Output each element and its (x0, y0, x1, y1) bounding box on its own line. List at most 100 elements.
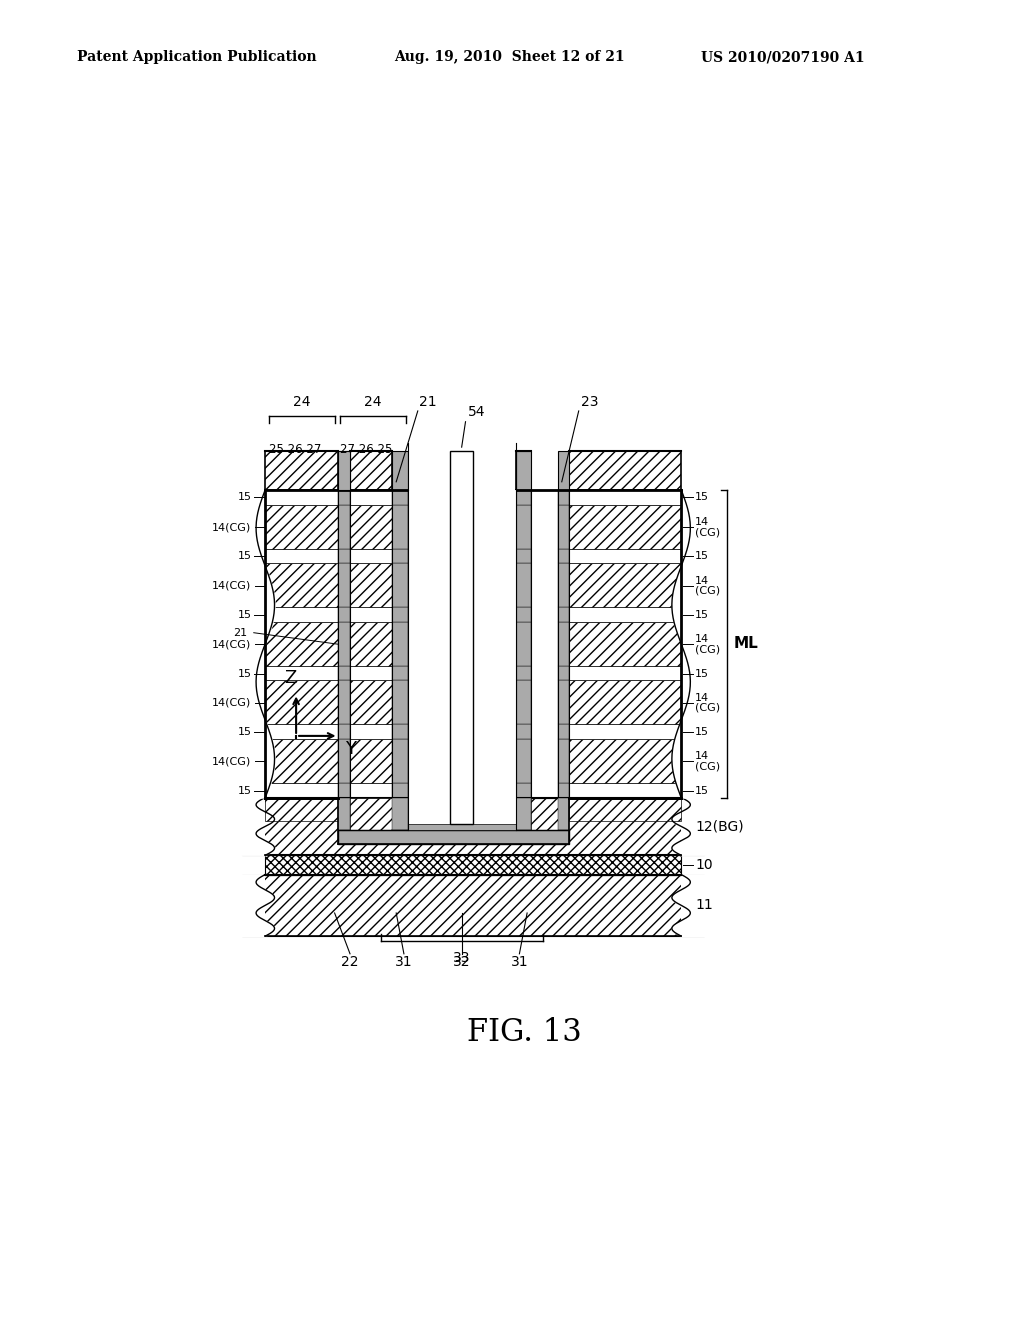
Bar (339, 622, 350, 665)
Bar (558, 725, 569, 739)
Bar (515, 490, 531, 506)
Bar (515, 725, 531, 739)
Text: 15: 15 (238, 492, 252, 502)
Bar (515, 739, 531, 783)
Bar (392, 797, 408, 830)
Bar (265, 506, 339, 549)
Bar (558, 622, 569, 665)
Bar (392, 681, 408, 725)
Text: 14
(CG): 14 (CG) (695, 517, 720, 537)
Bar (265, 855, 681, 875)
Bar (515, 549, 531, 564)
Bar (569, 506, 681, 549)
Text: 15: 15 (695, 492, 709, 502)
Bar (339, 783, 350, 797)
Bar (339, 506, 350, 549)
Bar (408, 824, 515, 830)
Text: 15: 15 (238, 610, 252, 620)
Text: 21: 21 (233, 628, 248, 638)
Bar (350, 607, 392, 622)
Bar (515, 797, 531, 830)
Bar (569, 451, 681, 490)
Bar (515, 451, 531, 490)
Bar (515, 451, 531, 490)
Text: 15: 15 (238, 668, 252, 678)
Bar (515, 564, 531, 607)
Text: 31: 31 (395, 956, 413, 969)
Bar (265, 725, 339, 739)
Text: US 2010/0207190 A1: US 2010/0207190 A1 (701, 50, 865, 65)
Bar (558, 665, 569, 681)
Bar (569, 739, 681, 783)
Bar (350, 506, 392, 549)
Bar (515, 490, 531, 506)
Bar (558, 783, 569, 797)
Bar (558, 681, 569, 725)
Bar (569, 607, 681, 622)
Text: 24: 24 (365, 395, 382, 409)
Bar (339, 607, 350, 622)
Bar (265, 607, 339, 622)
Bar (569, 665, 681, 681)
Bar (515, 665, 531, 681)
Bar (350, 797, 392, 830)
Bar (515, 607, 531, 622)
Bar (350, 665, 392, 681)
Bar (392, 725, 408, 739)
Text: 21: 21 (419, 395, 437, 409)
Bar (558, 490, 569, 506)
Bar (265, 783, 339, 797)
Bar (569, 725, 681, 739)
Bar (515, 564, 531, 607)
Text: 11: 11 (695, 899, 713, 912)
Bar (339, 797, 350, 830)
Bar (408, 490, 515, 830)
Text: 24: 24 (293, 395, 310, 409)
Bar (569, 797, 681, 821)
Text: ML: ML (733, 636, 758, 651)
Bar (339, 451, 350, 490)
Bar (681, 874, 836, 936)
Bar (265, 665, 339, 681)
Bar (265, 549, 339, 564)
Text: 54: 54 (468, 405, 485, 418)
Bar (515, 725, 531, 739)
Bar (392, 549, 408, 564)
Text: 15: 15 (695, 668, 709, 678)
Text: 14
(CG): 14 (CG) (695, 751, 720, 771)
Bar (392, 622, 408, 665)
Bar (339, 681, 350, 725)
Bar (558, 564, 569, 607)
Text: Y: Y (345, 739, 355, 758)
Text: 12(BG): 12(BG) (695, 820, 743, 834)
Bar (339, 549, 350, 564)
Bar (265, 797, 339, 821)
Bar (558, 506, 569, 549)
Bar (515, 622, 531, 665)
Text: 15: 15 (238, 727, 252, 737)
Bar (569, 549, 681, 564)
Bar (339, 739, 350, 783)
Bar (558, 451, 569, 490)
Bar (515, 665, 531, 681)
Bar (681, 797, 836, 855)
Text: 15: 15 (695, 610, 709, 620)
Bar (350, 681, 392, 725)
Text: 10: 10 (695, 858, 713, 873)
Bar (339, 564, 350, 607)
Bar (515, 797, 531, 830)
Text: Z: Z (284, 669, 296, 688)
Bar (392, 451, 408, 490)
Bar (243, 797, 705, 855)
Bar (392, 783, 408, 797)
Text: FIG. 13: FIG. 13 (467, 1016, 583, 1048)
Bar (409, 444, 515, 490)
Bar (569, 490, 681, 506)
Bar (339, 451, 350, 490)
Bar (515, 783, 531, 797)
Bar (339, 490, 350, 506)
Text: 15: 15 (695, 552, 709, 561)
Bar (392, 490, 408, 506)
Bar (350, 783, 392, 797)
Bar (392, 506, 408, 549)
